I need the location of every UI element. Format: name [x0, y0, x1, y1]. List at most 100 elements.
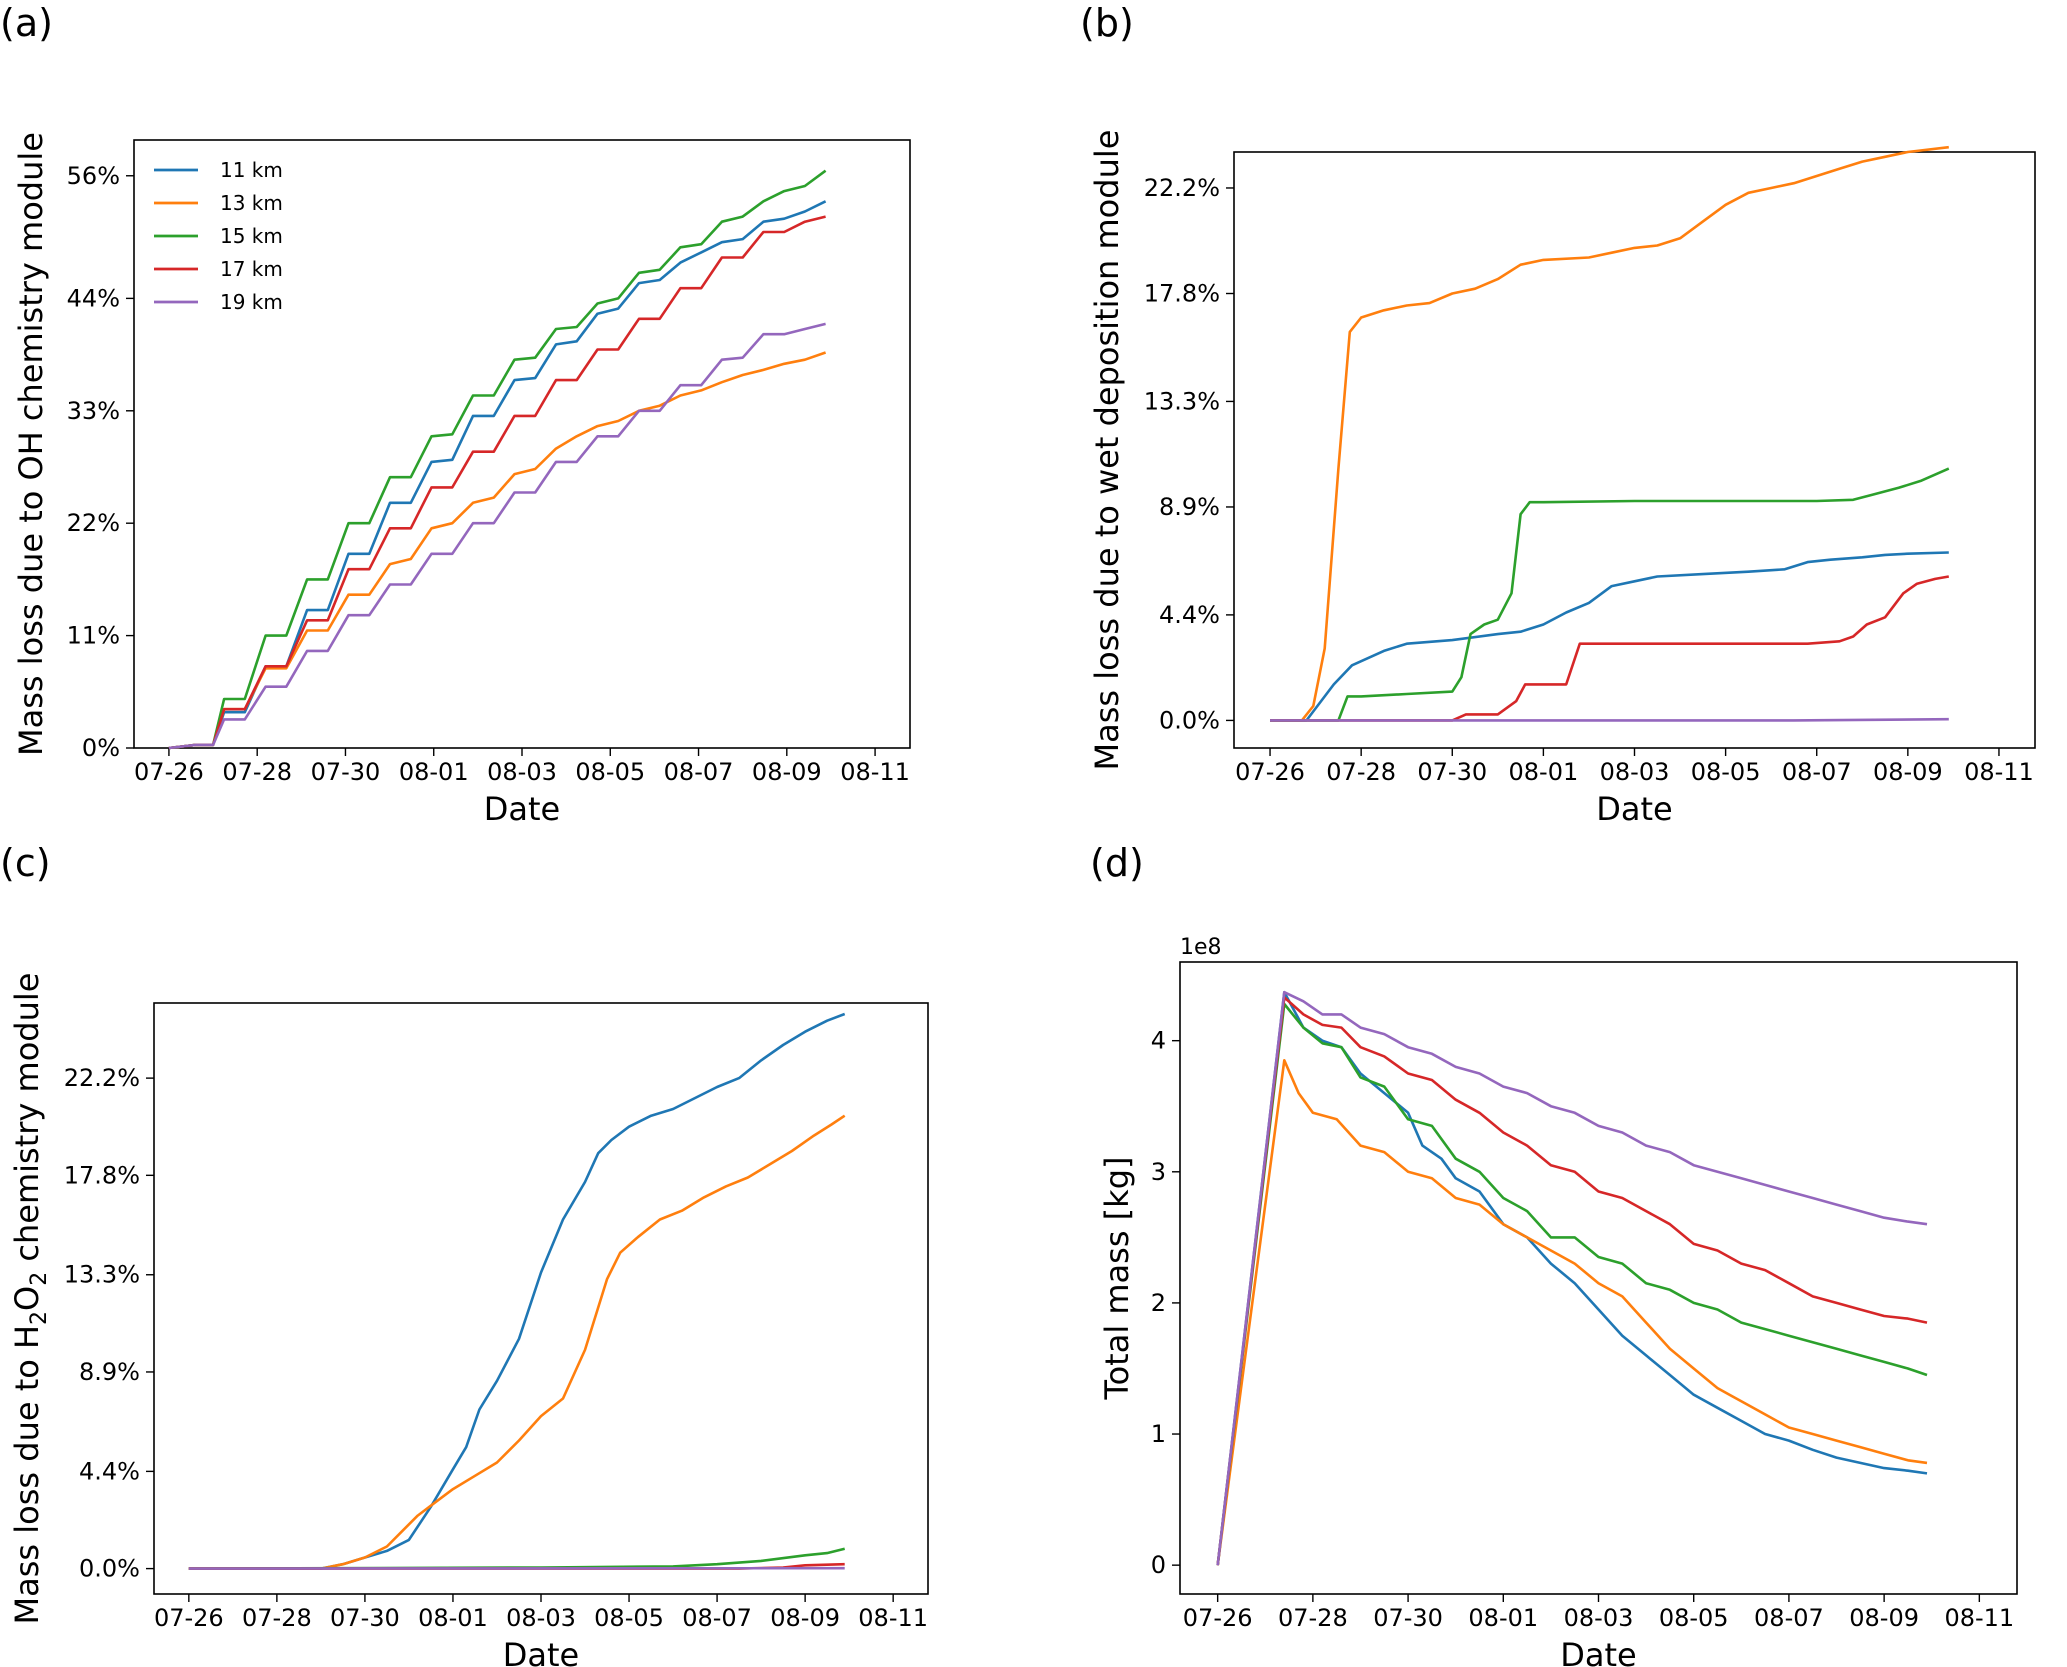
x-tick-label: 08-09 [752, 758, 822, 786]
x-tick-label: 07-30 [1373, 1604, 1443, 1632]
y-tick-label: 22.2% [64, 1064, 140, 1092]
x-tick-label: 07-30 [1417, 758, 1487, 786]
y-tick-label: 44% [67, 284, 120, 312]
x-tick-label: 08-03 [487, 758, 557, 786]
y-tick-label: 2 [1151, 1289, 1166, 1317]
legend-label: 13 km [220, 191, 283, 215]
series-line-15km [1270, 467, 1950, 722]
y-tick-label: 11% [67, 622, 120, 650]
y-tick-label: 0 [1151, 1551, 1166, 1579]
x-tick-label: 07-28 [222, 758, 292, 786]
x-tick-label: 08-11 [1964, 758, 2034, 786]
x-tick-label: 07-26 [134, 758, 204, 786]
y-tick-label: 56% [67, 162, 120, 190]
y-tick-label: 0% [82, 734, 120, 762]
y-tick-label: 22.2% [1144, 174, 1220, 202]
x-tick-label: 08-11 [1944, 1604, 2014, 1632]
series-line-13km [1270, 145, 1949, 722]
x-tick-label: 08-09 [1873, 758, 1943, 786]
panel-d: 07-26 07-28 07-30 08-01 08-03 08-05 08-07 08-09… [1090, 841, 2018, 1667]
y-tick-label: 33% [67, 397, 120, 425]
y-axis-label-part: 2 [27, 1311, 52, 1325]
x-tick-label: 08-11 [840, 758, 910, 786]
y-axis-label-part: chemistry module [8, 973, 46, 1272]
panel-label: (d) [1090, 841, 1144, 885]
y-tick-label: 22% [67, 509, 120, 537]
y-tick-label: 4.4% [79, 1457, 140, 1485]
y-tick-label: 0.0% [79, 1555, 140, 1583]
legend-label: 17 km [220, 257, 283, 281]
x-tick-label: 07-28 [1278, 1604, 1348, 1632]
panel-label: (a) [0, 1, 53, 45]
x-tick-label: 07-26 [1183, 1604, 1253, 1632]
panel-label: (c) [0, 841, 51, 885]
x-tick-label: 08-09 [1849, 1604, 1919, 1632]
y-axis-label-part: Mass loss due to H [8, 1325, 46, 1625]
x-tick-label: 07-28 [1326, 758, 1396, 786]
axes-frame [153, 1002, 929, 1595]
series-line-17km [168, 215, 826, 750]
legend-label: 11 km [220, 158, 283, 182]
series-line-15km [188, 1547, 846, 1570]
y-tick-label: 3 [1151, 1158, 1166, 1186]
series-line-17km [1216, 996, 1928, 1566]
x-tick-label: 07-30 [311, 758, 381, 786]
x-tick-label: 07-26 [1235, 758, 1305, 786]
panel-c: 07-26 07-28 07-30 08-01 08-03 08-05 08-07 08-09… [0, 841, 929, 1667]
x-axis-label: Date [503, 1636, 579, 1667]
x-tick-label: 08-07 [1754, 1604, 1824, 1632]
y-axis-label: Mass loss due to H2O2 chemistry module [8, 973, 52, 1625]
y-axis-label: Mass loss due to wet deposition module [1088, 130, 1126, 771]
axes-frame [1233, 151, 2036, 749]
legend: 11 km 13 km 15 km 17 km 19 km [154, 158, 283, 314]
series-line-17km [1270, 575, 1950, 722]
x-tick-label: 08-07 [1782, 758, 1852, 786]
x-tick-label: 08-03 [1600, 758, 1670, 786]
x-tick-label: 08-05 [1691, 758, 1761, 786]
x-tick-label: 08-03 [506, 1604, 576, 1632]
x-tick-label: 08-05 [1659, 1604, 1729, 1632]
x-tick-label: 08-01 [1468, 1604, 1538, 1632]
x-tick-label: 08-01 [418, 1604, 488, 1632]
series-line-19km [1216, 990, 1928, 1566]
y-axis-label-part: O [8, 1286, 46, 1311]
series-line-15km [1216, 1002, 1928, 1566]
y-tick-label: 1 [1151, 1420, 1166, 1448]
series-line-13km [188, 1114, 846, 1570]
x-tick-label: 08-09 [770, 1604, 840, 1632]
x-tick-label: 07-30 [330, 1604, 400, 1632]
series-line-11km [1270, 551, 1949, 722]
y-axis-label: Mass loss due to OH chemistry module [12, 132, 50, 756]
x-tick-label: 08-01 [399, 758, 469, 786]
y-tick-label: 4 [1151, 1027, 1166, 1055]
x-tick-label: 07-26 [154, 1604, 224, 1632]
y-axis-label: Total mass [kg] [1098, 1156, 1136, 1400]
x-tick-label: 08-07 [664, 758, 734, 786]
y-tick-label: 13.3% [64, 1261, 140, 1289]
axes-frame [1179, 961, 2018, 1595]
series-line-11km [188, 1012, 846, 1570]
x-axis-label: Date [1596, 790, 1672, 828]
y-tick-label: 17.8% [64, 1161, 140, 1189]
x-tick-label: 08-05 [575, 758, 645, 786]
series-line-13km [168, 351, 827, 750]
x-tick-label: 08-03 [1564, 1604, 1634, 1632]
series-line-11km [1216, 990, 1928, 1566]
series-line-19km [1270, 717, 1949, 722]
y-tick-label: 8.9% [79, 1358, 140, 1386]
legend-label: 15 km [220, 224, 283, 248]
x-tick-label: 08-11 [858, 1604, 928, 1632]
x-tick-label: 08-07 [682, 1604, 752, 1632]
series-line-13km [1216, 1059, 1928, 1566]
panel-a: 07-26 07-28 07-30 08-01 08-03 08-05 08-07 08-09… [0, 1, 911, 828]
x-axis-label: Date [484, 790, 560, 828]
y-tick-label: 13.3% [1144, 387, 1220, 415]
y-tick-label: 0.0% [1159, 706, 1220, 734]
series-line-19km [168, 322, 826, 750]
panel-b: 07-26 07-28 07-30 08-01 08-03 08-05 08-07 08-09… [1080, 1, 2036, 828]
y-tick-label: 8.9% [1159, 493, 1220, 521]
y-tick-label: 17.8% [1144, 280, 1220, 308]
legend-label: 19 km [220, 290, 283, 314]
y-axis-label-part: 2 [27, 1272, 52, 1286]
